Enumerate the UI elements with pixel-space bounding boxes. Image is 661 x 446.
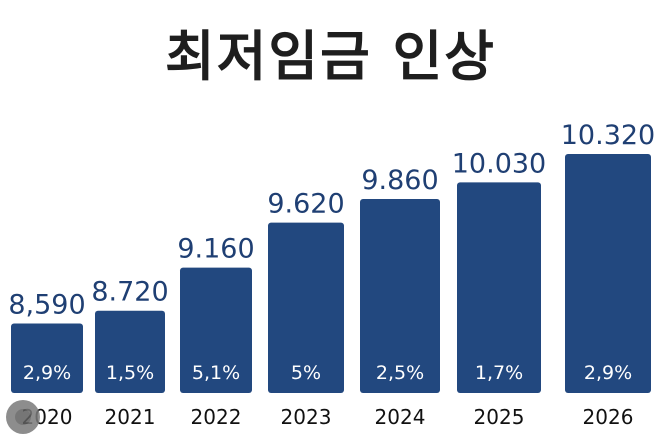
tick-label-2021: 2021 (105, 405, 156, 429)
bar-2021 (95, 310, 165, 393)
tick-label-2024: 2024 (375, 405, 426, 429)
tick-label-2023: 2023 (281, 405, 332, 429)
change-label-2026: 2,9% (584, 362, 632, 384)
value-label-2021: 8.720 (91, 277, 168, 308)
change-label-2020: 2,9% (23, 362, 71, 384)
change-label-2024: 2,5% (376, 362, 424, 384)
bar-2023 (268, 222, 344, 393)
value-label-2026: 10.320 (561, 120, 655, 151)
bar-2026 (565, 154, 651, 393)
tick-label-2026: 2026 (583, 405, 634, 429)
change-label-2022: 5,1% (192, 362, 240, 384)
change-label-2021: 1,5% (106, 362, 154, 384)
tick-label-2022: 2022 (191, 405, 242, 429)
badge-icon (6, 400, 40, 434)
bar-2025 (457, 182, 541, 393)
bar-2022 (180, 267, 252, 393)
value-label-2023: 9.620 (267, 189, 344, 220)
change-label-2023: 5% (291, 362, 321, 384)
value-label-2022: 9.160 (177, 234, 254, 265)
bar-2020 (11, 323, 83, 393)
bar-2024 (360, 199, 440, 393)
value-label-2020: 8,590 (8, 289, 85, 320)
change-label-2025: 1,7% (475, 362, 523, 384)
value-label-2024: 9.860 (361, 165, 438, 196)
value-label-2025: 10.030 (452, 148, 546, 179)
chart-title: 최저임금 인상 (165, 25, 496, 88)
tick-label-2025: 2025 (474, 405, 525, 429)
